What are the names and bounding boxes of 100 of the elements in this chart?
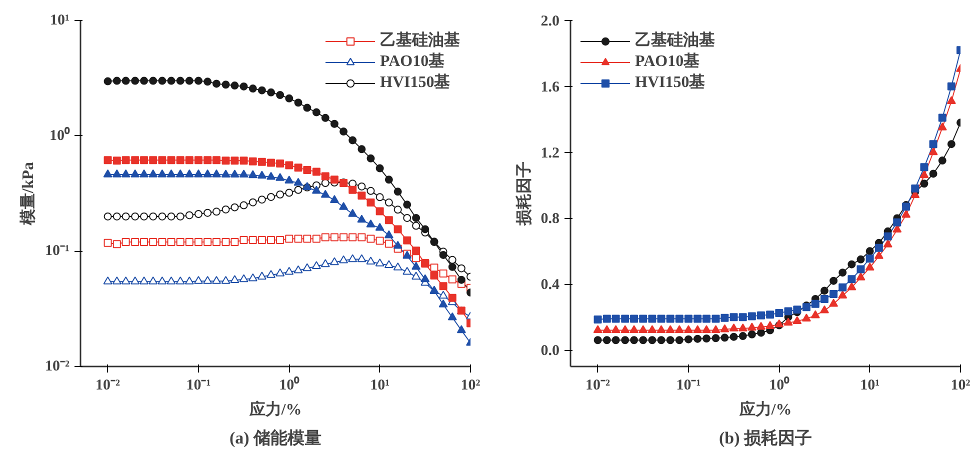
point <box>810 310 820 318</box>
point <box>738 313 747 322</box>
point <box>276 190 284 198</box>
point <box>258 196 266 204</box>
point <box>457 264 466 272</box>
point <box>130 276 140 284</box>
y-tick-label: 10¹ <box>50 12 70 28</box>
point <box>230 82 239 90</box>
point <box>248 84 257 93</box>
point <box>792 316 802 324</box>
point <box>239 274 248 282</box>
point <box>194 169 203 178</box>
y-tick-label: 2.0 <box>540 14 560 30</box>
point <box>638 325 648 334</box>
point <box>938 122 947 130</box>
point <box>340 128 348 136</box>
point <box>384 230 394 238</box>
point <box>938 156 946 165</box>
point <box>158 76 166 85</box>
point <box>856 255 865 264</box>
point <box>112 276 122 284</box>
point <box>230 156 239 165</box>
point <box>302 263 312 272</box>
point <box>167 156 176 164</box>
point <box>149 76 158 85</box>
point <box>258 236 266 244</box>
point <box>103 276 112 284</box>
point <box>158 169 167 178</box>
point <box>874 244 883 252</box>
point <box>285 161 294 170</box>
point <box>330 176 338 184</box>
point <box>284 266 294 275</box>
point <box>248 170 258 178</box>
point <box>412 254 420 262</box>
point <box>221 170 230 178</box>
point <box>439 282 448 290</box>
point <box>212 208 220 216</box>
point <box>267 88 276 96</box>
point <box>294 164 302 172</box>
point <box>448 294 456 302</box>
point <box>620 325 630 334</box>
point <box>248 198 257 206</box>
point <box>730 332 738 341</box>
point <box>112 76 121 85</box>
point <box>104 77 112 86</box>
point <box>212 169 221 178</box>
point <box>648 325 657 334</box>
point <box>802 314 811 322</box>
point <box>257 170 266 179</box>
point <box>711 325 720 334</box>
point <box>204 78 212 86</box>
point <box>838 283 847 292</box>
point <box>720 334 729 342</box>
point <box>820 305 829 314</box>
point <box>866 247 874 256</box>
point <box>757 311 766 320</box>
point <box>666 336 674 344</box>
point <box>865 262 874 270</box>
point <box>148 169 158 178</box>
point <box>675 336 684 344</box>
point <box>712 314 720 323</box>
point <box>657 314 666 323</box>
point <box>222 80 230 89</box>
point <box>403 200 412 209</box>
point <box>602 325 612 334</box>
legend-label: 乙基硅油基 <box>635 30 715 51</box>
point <box>756 322 766 330</box>
point <box>594 336 602 344</box>
point <box>412 214 420 222</box>
point <box>176 238 184 246</box>
point <box>312 108 320 116</box>
y-axis-title: 模量/kPa <box>19 162 38 226</box>
point <box>312 234 320 243</box>
point <box>203 276 212 284</box>
point <box>267 192 276 201</box>
text: (b) 损耗因子 <box>718 428 812 448</box>
point <box>702 325 711 334</box>
point <box>112 156 121 165</box>
point <box>775 308 784 317</box>
x-axis-title: 应力/% <box>738 400 792 418</box>
point <box>230 170 240 178</box>
point <box>330 257 339 266</box>
point <box>602 336 611 344</box>
point <box>729 323 738 332</box>
point <box>122 76 130 85</box>
point <box>611 325 620 334</box>
point <box>648 314 656 323</box>
point <box>412 262 421 270</box>
point <box>366 219 376 228</box>
point <box>366 154 375 162</box>
point <box>240 156 248 165</box>
point <box>920 170 929 178</box>
point <box>375 222 384 231</box>
point <box>104 156 112 164</box>
point <box>602 314 611 323</box>
point <box>630 325 639 334</box>
point <box>666 325 675 334</box>
point <box>747 322 756 331</box>
x-tick-label: 10² <box>460 378 481 394</box>
point <box>393 240 402 249</box>
